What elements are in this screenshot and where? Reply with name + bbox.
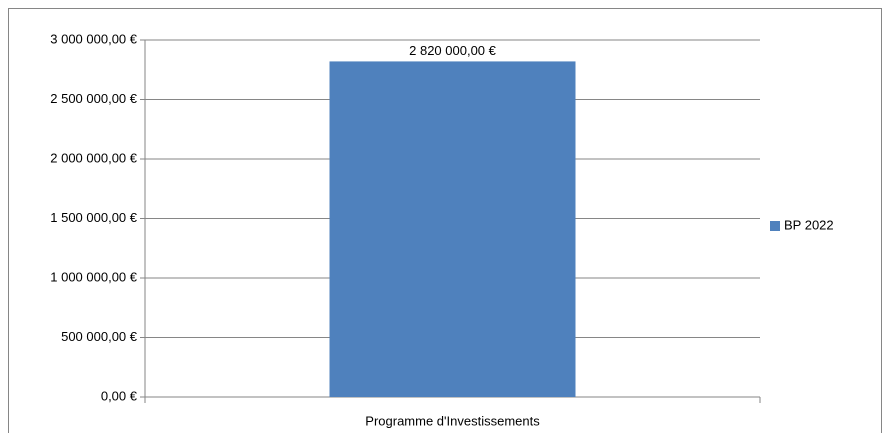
y-tick-label: 1 000 000,00 € (50, 269, 138, 284)
legend-swatch (770, 221, 780, 231)
y-tick-label: 0,00 € (101, 388, 138, 403)
x-tick-label: Programme d'Investissements (365, 413, 540, 428)
y-tick-label: 1 500 000,00 € (50, 210, 138, 225)
bar (329, 61, 576, 398)
y-tick-label: 500 000,00 € (61, 329, 138, 344)
legend-label: BP 2022 (784, 217, 834, 232)
y-tick-label: 2 500 000,00 € (50, 91, 138, 106)
data-label: 2 820 000,00 € (409, 43, 497, 58)
y-tick-label: 3 000 000,00 € (50, 31, 138, 46)
y-tick-label: 2 000 000,00 € (50, 150, 138, 165)
chart-border (8, 8, 882, 433)
